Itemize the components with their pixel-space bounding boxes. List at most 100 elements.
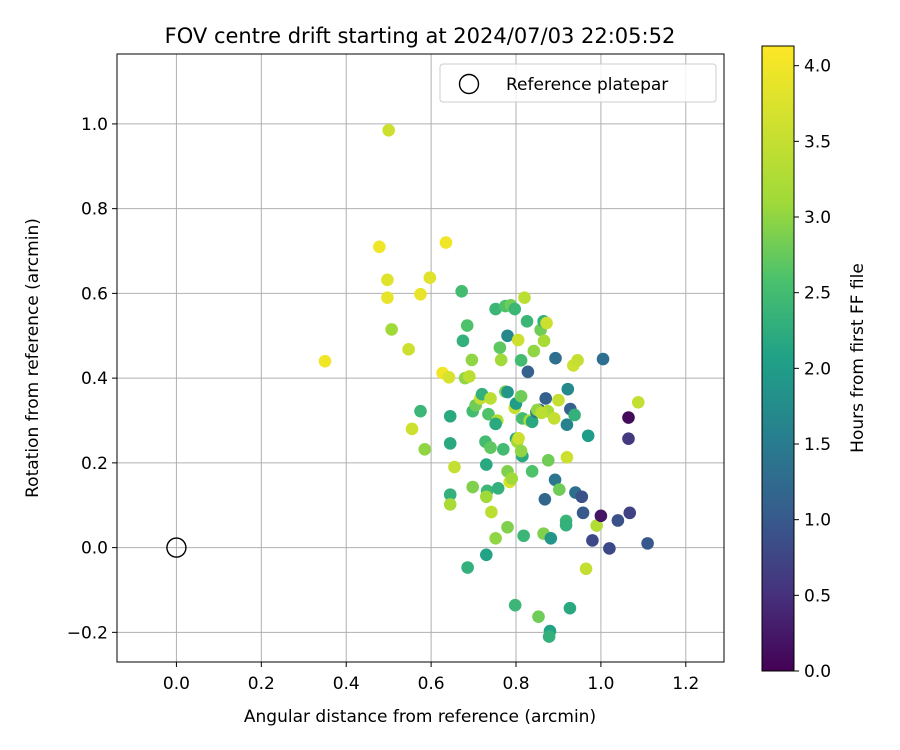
- scatter-point: [514, 390, 528, 403]
- scatter-point: [501, 385, 514, 399]
- x-axis-label: Angular distance from reference (arcmin): [244, 707, 596, 727]
- scatter-point: [414, 404, 427, 418]
- scatter-point: [547, 412, 561, 425]
- scatter-point: [517, 529, 530, 543]
- reference-platepar-marker: [166, 537, 187, 558]
- y-tick-label: 1.0: [81, 115, 108, 135]
- colorbar-tick-label: 2.0: [804, 359, 831, 379]
- scatter-point: [489, 302, 502, 316]
- scatter-point: [385, 323, 398, 336]
- colorbar-tick-label: 1.0: [804, 511, 831, 531]
- x-tick-label: 1.0: [587, 674, 614, 694]
- scatter-point: [575, 490, 589, 504]
- y-tick-label: 0.2: [81, 454, 108, 474]
- scatter-point: [460, 319, 474, 332]
- scatter-point: [491, 481, 505, 495]
- scatter-point: [489, 417, 502, 431]
- scatter-point: [579, 562, 593, 576]
- colorbar-tick-label: 4.0: [804, 57, 831, 77]
- scatter-point: [442, 370, 456, 384]
- scatter-point: [508, 598, 522, 612]
- x-tick-label: 1.2: [672, 674, 699, 694]
- scatter-point: [539, 392, 553, 405]
- scatter-point: [439, 236, 453, 249]
- colorbar-tick-label: 2.5: [804, 284, 831, 304]
- colorbar-tick-label: 0.0: [804, 662, 831, 682]
- scatter-point: [518, 291, 531, 304]
- colorbar-tick-label: 0.5: [804, 586, 831, 606]
- scatter-point: [418, 443, 432, 456]
- scatter-point: [611, 514, 625, 527]
- scatter-point: [514, 354, 528, 367]
- scatter-point: [571, 354, 584, 367]
- scatter-point: [561, 382, 575, 396]
- scatter-point: [594, 509, 608, 523]
- legend-marker: [458, 73, 480, 95]
- scatter-point: [466, 480, 480, 494]
- colorbar-tick-label: 3.5: [804, 132, 831, 152]
- scatter-point: [622, 432, 635, 446]
- legend: Reference platepar: [439, 63, 717, 103]
- scatter-point: [532, 610, 545, 623]
- y-tick-label: 0.0: [81, 539, 108, 559]
- x-axis-ticks: 0.0 0.2 0.4 0.6 0.8 1.0 1.2: [163, 662, 699, 694]
- scatter-point: [631, 395, 645, 409]
- scatter-point: [448, 460, 461, 474]
- x-tick-label: 0.2: [248, 674, 275, 694]
- scatter-point: [494, 353, 508, 367]
- scatter-point: [443, 437, 457, 450]
- scatter-point: [581, 429, 595, 443]
- scatter-point: [479, 458, 493, 471]
- scatter-point: [479, 490, 493, 504]
- scatter-point: [496, 443, 510, 456]
- scatter-point: [623, 506, 637, 520]
- scatter-point: [622, 411, 635, 424]
- scatter-point: [423, 271, 437, 285]
- y-tick-label: 0.8: [81, 200, 108, 220]
- colorbar-label: Hours from first FF file: [848, 263, 868, 453]
- scatter-point: [402, 343, 415, 356]
- scatter-point: [549, 351, 562, 365]
- scatter-point: [586, 534, 599, 547]
- scatter-point: [537, 334, 551, 348]
- colorbar-gradient: [761, 45, 795, 672]
- scatter-point: [381, 291, 394, 304]
- scatter-point: [493, 341, 507, 354]
- scatter-point: [525, 415, 539, 429]
- scatter-point: [563, 601, 577, 615]
- colorbar-tick-label: 1.5: [804, 435, 831, 455]
- scatter-point: [382, 123, 395, 137]
- scatter-point: [576, 506, 590, 520]
- scatter-point: [479, 548, 493, 562]
- scatter-point: [603, 542, 616, 555]
- scatter-point: [485, 505, 498, 519]
- scatter-point: [535, 406, 548, 420]
- scatter-points: [318, 123, 654, 643]
- scatter-point: [508, 302, 522, 316]
- x-tick-label: 0.8: [502, 674, 529, 694]
- scatter-point: [501, 329, 514, 343]
- scatter-point: [512, 431, 525, 445]
- plot-frame: [116, 53, 725, 663]
- scatter-point: [540, 316, 553, 330]
- scatter-point: [381, 273, 394, 287]
- scatter-point: [548, 473, 562, 487]
- scatter-point: [553, 483, 566, 496]
- scatter-point: [560, 418, 574, 432]
- scatter-point: [443, 498, 457, 511]
- y-axis-ticks: −0.2 0.0 0.2 0.4 0.6 0.8 1.0: [67, 115, 117, 643]
- y-tick-label: 0.4: [81, 369, 108, 389]
- scatter-point: [525, 465, 539, 478]
- scatter-point: [489, 531, 502, 545]
- scatter-point: [405, 422, 419, 436]
- scatter-point: [542, 630, 556, 643]
- scatter-point: [465, 353, 479, 367]
- y-axis-label: Rotation from reference (arcmin): [23, 218, 43, 498]
- scatter-point: [318, 354, 332, 368]
- x-tick-label: 0.4: [333, 674, 360, 694]
- scatter-point: [461, 561, 474, 574]
- scatter-point: [505, 472, 519, 485]
- scatter-point: [373, 240, 386, 254]
- scatter-point: [521, 365, 535, 379]
